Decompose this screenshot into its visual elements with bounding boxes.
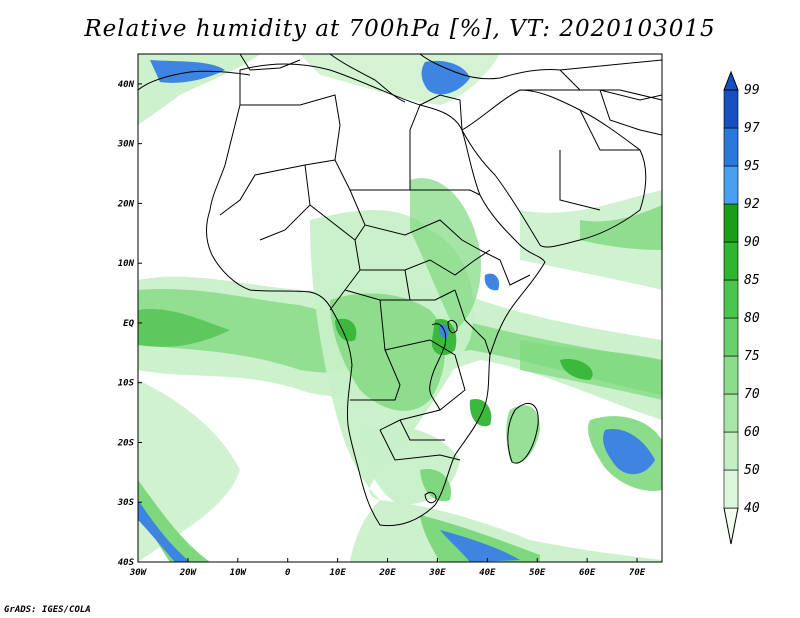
lat-tick-label: 30N xyxy=(117,140,135,150)
colorbar-segment xyxy=(723,89,739,129)
colorbar-low-triangle xyxy=(723,507,739,545)
lat-tick-label: 20N xyxy=(117,199,135,209)
plot-frame xyxy=(137,53,663,563)
lon-tick-label: 10E xyxy=(329,568,346,578)
lon-axis: 30W 20W 10W 0 10E 20E 30E 40E 50E 60E 70E xyxy=(129,558,646,578)
lon-tick-label: 30E xyxy=(428,568,446,578)
lat-tick-label: 20S xyxy=(117,438,135,448)
grads-credit: GrADS: IGES/COLA xyxy=(4,605,91,615)
colorbar-label: 99 xyxy=(744,83,760,98)
colorbar-segment xyxy=(723,317,739,357)
lat-tick-label: 40S xyxy=(118,558,135,568)
lon-tick-label: 0 xyxy=(285,568,291,578)
lat-tick-label: 30S xyxy=(117,498,135,508)
colorbar-segment xyxy=(723,279,739,319)
colorbar-segment xyxy=(723,393,739,433)
lon-tick-label: 10W xyxy=(230,568,248,578)
lon-tick-label: 30W xyxy=(129,568,148,578)
colorbar-label: 85 xyxy=(744,273,760,288)
lon-tick-label: 20E xyxy=(378,568,396,578)
lat-tick-label: 10S xyxy=(118,379,135,389)
lat-tick-label: EQ xyxy=(123,319,134,329)
colorbar-label: 70 xyxy=(744,387,760,402)
colorbar-label: 80 xyxy=(744,311,760,326)
lon-tick-label: 50E xyxy=(529,568,546,578)
colorbar-segment xyxy=(723,469,739,509)
colorbar-label: 40 xyxy=(744,501,760,516)
colorbar-label: 75 xyxy=(744,349,760,364)
lon-tick-label: 20W xyxy=(179,568,198,578)
colorbar-label: 92 xyxy=(744,197,760,212)
map-title: Relative humidity at 700hPa [%], VT: 202… xyxy=(84,16,716,42)
lat-tick-label: 40N xyxy=(118,80,135,90)
country-outlines xyxy=(138,54,662,527)
colorbar-segment xyxy=(723,355,739,395)
colorbar-label: 95 xyxy=(744,159,760,174)
colorbar-high-triangle xyxy=(723,70,739,91)
colorbar-label: 60 xyxy=(744,425,760,440)
colorbar-segment xyxy=(723,127,739,167)
colorbar-segment xyxy=(723,431,739,471)
lon-tick-label: 70E xyxy=(629,568,646,578)
lat-axis: 40N 30N 20N 10N EQ 10S 20S 30S 40S xyxy=(117,80,142,568)
lat-tick-label: 10N xyxy=(118,259,135,269)
lon-tick-label: 60E xyxy=(579,568,596,578)
lon-tick-label: 40E xyxy=(479,568,496,578)
colorbar-label: 97 xyxy=(744,121,760,136)
colorbar-segment xyxy=(723,241,739,281)
colorbar-label: 90 xyxy=(744,235,760,250)
colorbar-segment xyxy=(723,165,739,205)
colorbar-label: 50 xyxy=(744,463,760,478)
colorbar-segment xyxy=(723,203,739,243)
colorbar: 40 50 60 70 75 80 85 90 92 95 97 99 xyxy=(723,70,760,545)
